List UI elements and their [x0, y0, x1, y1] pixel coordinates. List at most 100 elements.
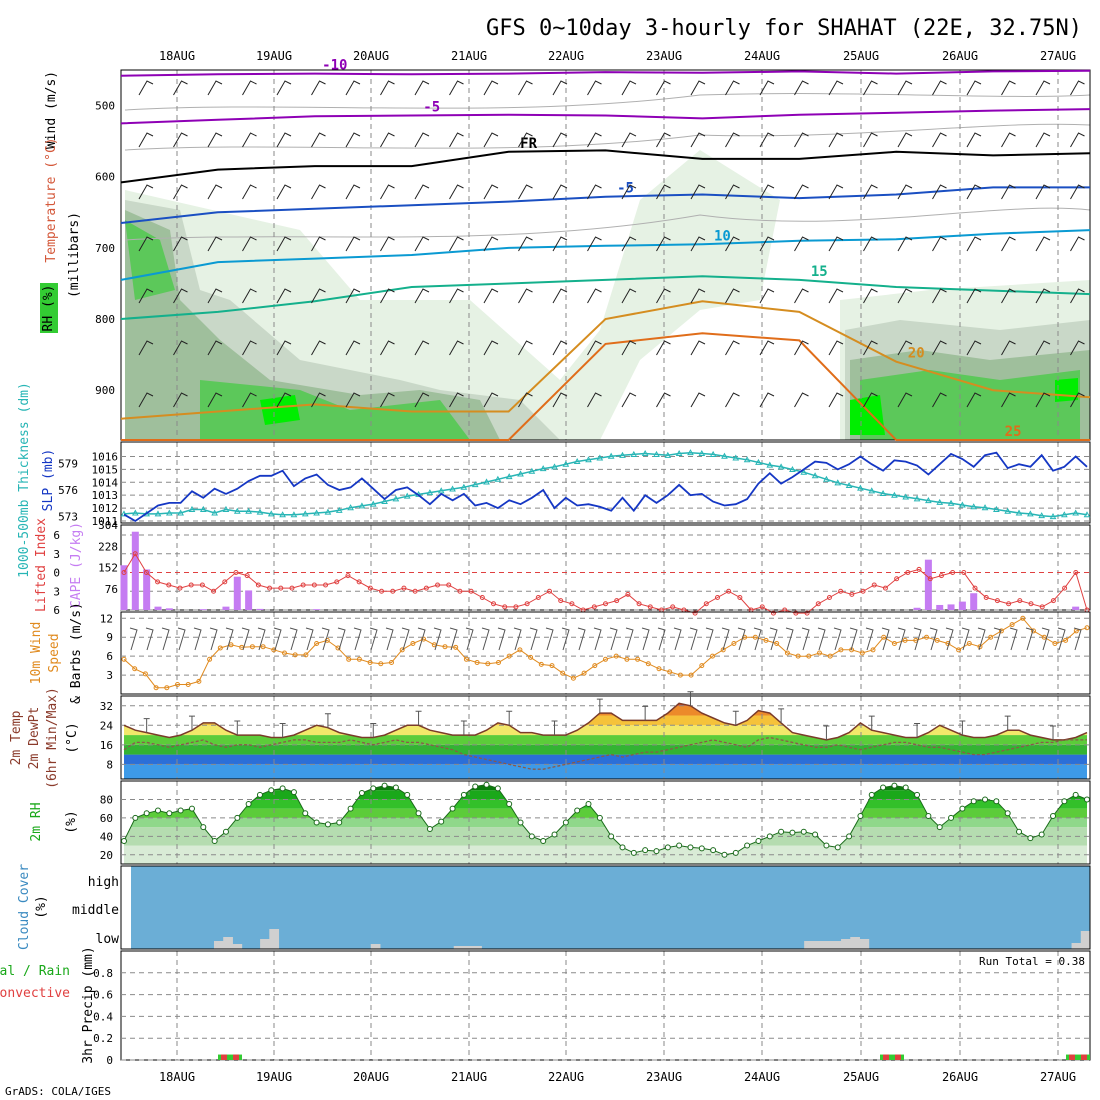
wind10m-barb	[801, 627, 810, 651]
wind-speed-point	[196, 678, 202, 684]
li-point	[793, 610, 799, 616]
wind-barb	[1035, 236, 1051, 252]
rh-legend-label: RH (%)	[41, 285, 56, 332]
wind10m-barb	[529, 627, 538, 651]
li-point	[311, 582, 317, 588]
pressure-tick: 500	[95, 100, 115, 113]
li-point	[132, 551, 138, 557]
wind-axis-label-3: & Barbs (m/s)	[69, 602, 84, 704]
rh-point	[415, 810, 422, 817]
temp-contour-10	[120, 229, 1091, 281]
rh-point	[902, 784, 909, 791]
wind-barb	[587, 184, 602, 200]
thickness-point	[188, 505, 196, 512]
wind10m-barb	[977, 627, 986, 651]
wind-barb	[1070, 392, 1085, 408]
temp-minmax-bar	[551, 720, 558, 736]
rh-tick: 80	[100, 793, 113, 806]
wind-barb	[759, 288, 775, 304]
wind-speed-point	[677, 672, 683, 678]
date-label-top: 18AUG	[159, 49, 195, 63]
temp-minmax-bar	[1050, 725, 1057, 740]
thickness-point	[528, 467, 536, 474]
wind-speed-point	[410, 641, 416, 647]
wind-barb	[173, 392, 188, 408]
thickness-point	[709, 450, 717, 457]
wind-barb	[552, 132, 568, 148]
wind-speed-point	[463, 656, 469, 662]
rh-point	[993, 798, 1000, 805]
wind-barb	[276, 184, 292, 200]
wind-barb	[311, 340, 326, 356]
wind-barb	[621, 392, 637, 408]
wind-speed-point	[570, 675, 576, 681]
rh-point	[154, 807, 161, 814]
wind-speed-point	[207, 656, 213, 662]
cape-bar	[936, 604, 944, 610]
cape-tick: 152	[98, 562, 118, 575]
wind-speed-point	[624, 656, 630, 662]
wind-barb	[897, 392, 913, 408]
wind10m-barb	[1057, 627, 1066, 651]
wind-barb	[725, 288, 740, 304]
wind-barb	[621, 340, 637, 356]
rh-point	[1004, 810, 1011, 817]
wind-speed-point	[367, 659, 373, 665]
rh-point	[132, 814, 139, 821]
wind-barb	[138, 80, 154, 96]
cape-tick: 228	[98, 540, 118, 553]
rh-point	[234, 814, 241, 821]
rh-point	[483, 781, 490, 788]
rh-point	[880, 784, 887, 791]
wind-speed-point	[485, 661, 491, 667]
wind-speed-point	[710, 653, 715, 659]
thickness-point	[630, 450, 638, 457]
wind-barb	[414, 80, 430, 96]
temp-minmax-bar	[506, 710, 513, 726]
li-point	[211, 588, 217, 594]
li-point	[513, 604, 519, 610]
date-label-top: 24AUG	[744, 49, 780, 63]
li-point	[1028, 601, 1034, 607]
precip-tick: 0.2	[93, 1032, 113, 1045]
temp-minmax-bar	[868, 715, 875, 731]
wind10m-barb	[641, 627, 650, 651]
rh-point	[1038, 831, 1045, 838]
wind-barb	[690, 392, 706, 408]
precip-panel: 0 0.2 0.4 0.6 0.8 Run Total = 0.38 Total / Rai…	[0, 946, 1091, 1067]
cape-axis-label: CAPE (J/kg)	[69, 522, 84, 608]
thickness-point	[653, 450, 660, 457]
thickness-point	[392, 495, 400, 502]
rh-point	[846, 833, 853, 840]
li-point	[603, 601, 608, 607]
wind-speed-point	[667, 669, 673, 675]
rh-point	[392, 784, 399, 791]
date-label-bottom: 21AUG	[451, 1070, 487, 1084]
wind-barb	[759, 184, 775, 200]
temp-contour-25	[121, 332, 1090, 441]
thickness-point	[358, 502, 366, 509]
precip-total-legend: Total / Rain	[0, 964, 70, 979]
wind10m-barb	[1041, 627, 1050, 651]
wind10m-barb	[593, 627, 602, 651]
rh-shading-8	[860, 370, 1080, 440]
wind-speed-point	[496, 659, 501, 665]
thickness-point	[199, 505, 207, 512]
rh-point	[506, 801, 513, 808]
li-point	[950, 570, 956, 575]
cloud-units-label: (%)	[34, 895, 49, 918]
date-label-bottom: 27AUG	[1040, 1070, 1076, 1084]
li-point	[614, 598, 620, 604]
rh-point	[710, 847, 717, 854]
wind-barb	[690, 132, 706, 148]
li-point	[188, 582, 194, 588]
rh-point	[642, 847, 649, 854]
wind10m-barb	[369, 627, 378, 651]
wind10m-barb	[129, 627, 138, 651]
wind-barb	[932, 236, 947, 252]
thickness-point	[437, 487, 445, 494]
wind10m-barb	[689, 627, 698, 651]
slp-tick: 1016	[92, 450, 119, 463]
li-point	[737, 595, 743, 600]
li-tick: 0	[53, 567, 60, 580]
